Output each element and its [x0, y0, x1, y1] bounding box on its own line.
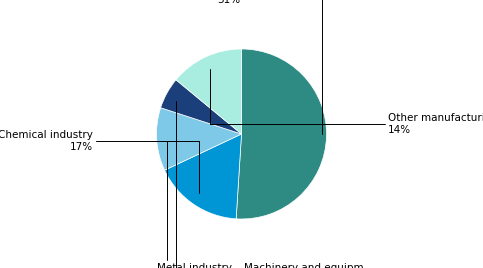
- Text: Other manufacturing
14%: Other manufacturing 14%: [210, 69, 483, 135]
- Text: Wood and paper ind.
51%: Wood and paper ind. 51%: [174, 0, 322, 134]
- Wedge shape: [236, 49, 327, 219]
- Text: Chemical industry
17%: Chemical industry 17%: [0, 130, 199, 193]
- Wedge shape: [176, 49, 242, 134]
- Text: Machinery and equipm.
6%: Machinery and equipm. 6%: [176, 101, 367, 268]
- Wedge shape: [161, 80, 242, 134]
- Text: Metal industry
12%: Metal industry 12%: [157, 142, 232, 268]
- Wedge shape: [165, 134, 242, 219]
- Wedge shape: [156, 108, 242, 170]
